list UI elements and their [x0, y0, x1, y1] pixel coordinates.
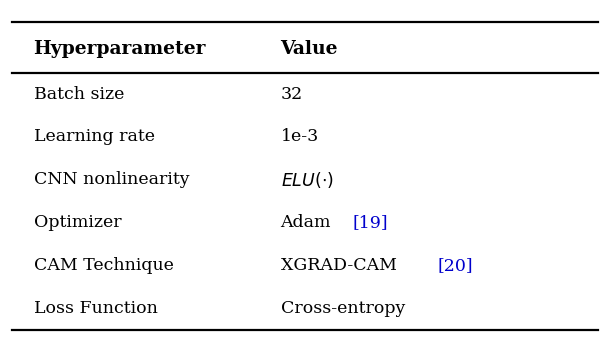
- Text: CNN nonlinearity: CNN nonlinearity: [34, 171, 189, 188]
- Text: 32: 32: [281, 86, 303, 102]
- Text: [19]: [19]: [353, 214, 389, 231]
- Text: Batch size: Batch size: [34, 86, 124, 102]
- Text: Adam: Adam: [281, 214, 337, 231]
- Text: Hyperparameter: Hyperparameter: [34, 40, 206, 58]
- Text: 1e-3: 1e-3: [281, 128, 319, 145]
- Text: XGRAD-CAM: XGRAD-CAM: [281, 257, 402, 274]
- Text: CAM Technique: CAM Technique: [34, 257, 173, 274]
- Text: Cross-entropy: Cross-entropy: [281, 300, 405, 317]
- Text: Loss Function: Loss Function: [34, 300, 157, 317]
- Text: Optimizer: Optimizer: [34, 214, 121, 231]
- Text: $\mathit{ELU}(\cdot)$: $\mathit{ELU}(\cdot)$: [281, 170, 334, 190]
- Text: Value: Value: [281, 40, 338, 58]
- Text: Learning rate: Learning rate: [34, 128, 154, 145]
- Text: [20]: [20]: [437, 257, 473, 274]
